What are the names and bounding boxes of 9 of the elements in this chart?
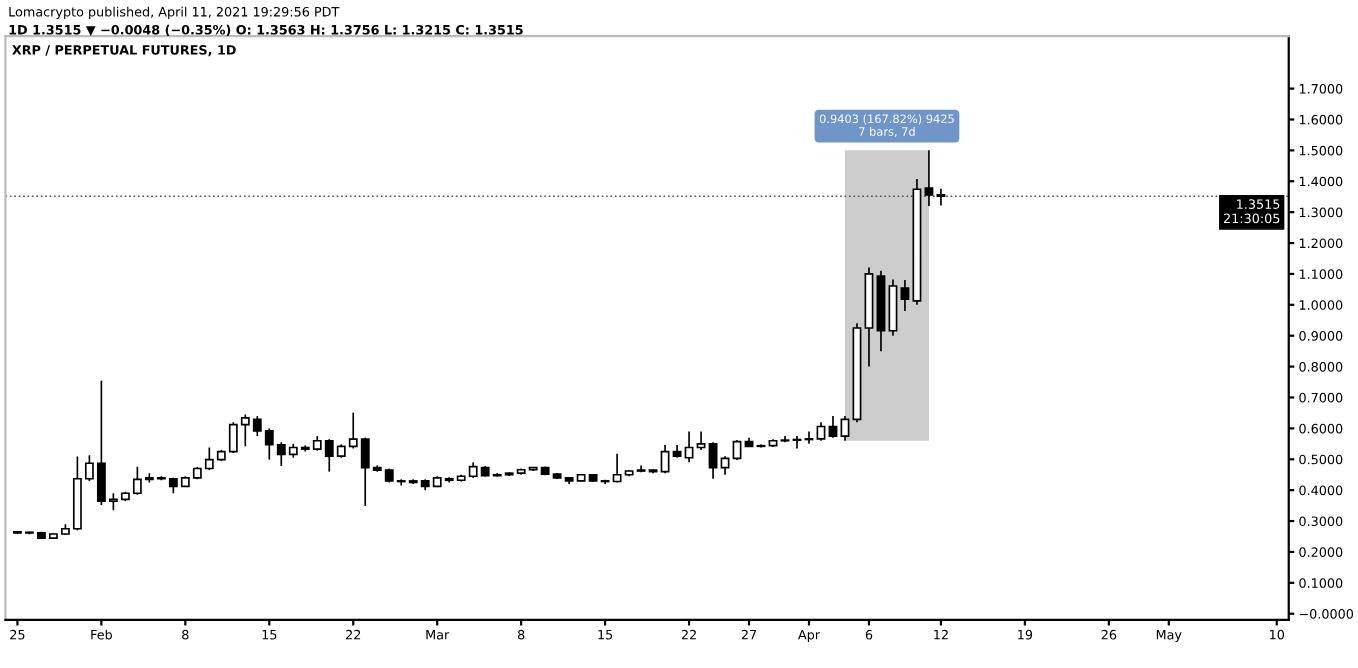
candlestick <box>888 278 898 337</box>
candlestick <box>828 415 838 439</box>
candlestick <box>840 415 850 442</box>
candlestick <box>804 430 814 445</box>
candlestick <box>708 441 718 480</box>
candlestick <box>816 421 826 442</box>
candlestick <box>792 435 802 450</box>
candlestick <box>900 279 910 312</box>
candlestick <box>732 439 742 461</box>
